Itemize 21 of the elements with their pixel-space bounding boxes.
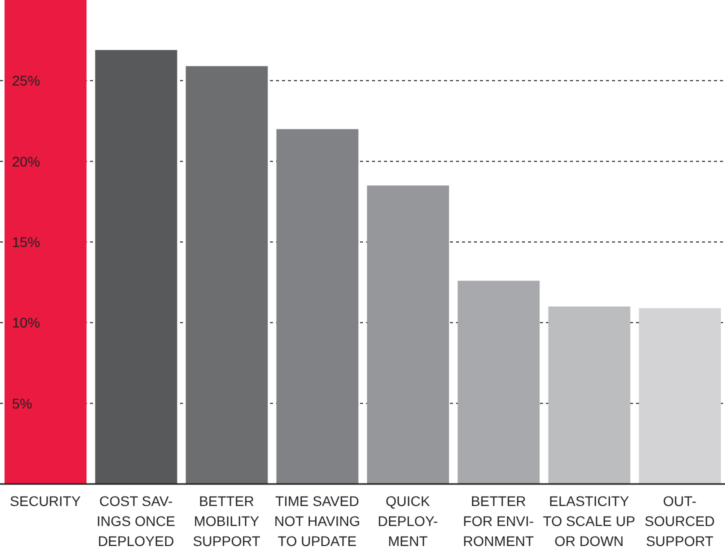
x-tick-label: BETTER MOBILITY SUPPORT [192, 493, 261, 549]
x-tick-label: OUT- SOURCED SUPPORT [644, 493, 715, 549]
x-tick-label: BETTER FOR ENVI- RONMENT [463, 493, 534, 549]
x-tick-label: TIME SAVED NOT HAVING TO UPDATE [274, 493, 360, 549]
bar [367, 186, 450, 484]
x-tick-label: QUICK DEPLOY- MENT [378, 493, 438, 549]
bar [95, 50, 178, 484]
y-tick-label: 25% [12, 72, 40, 89]
bar [638, 308, 721, 484]
bar [4, 0, 87, 484]
x-tick-label: SECURITY [10, 493, 82, 509]
x-tick-label: ELASTICITY TO SCALE UP OR DOWN [542, 493, 636, 549]
y-tick-label: 20% [12, 153, 40, 170]
bar [186, 66, 268, 484]
y-tick-label: 15% [12, 234, 40, 250]
y-tick-label: 10% [12, 314, 40, 331]
bar [548, 306, 630, 484]
x-tick-label: COST SAV- INGS ONCE DEPLOYED [96, 493, 176, 549]
y-tick-label: 5% [12, 395, 32, 412]
bar [276, 129, 358, 484]
bar [458, 280, 540, 484]
